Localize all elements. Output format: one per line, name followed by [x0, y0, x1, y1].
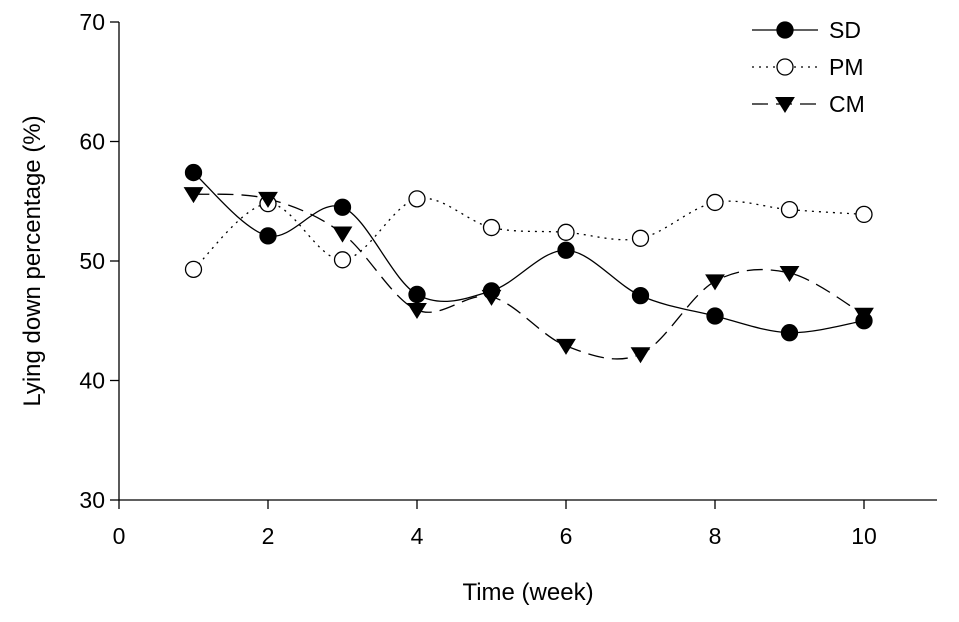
- legend-item-sd: SD: [752, 17, 861, 43]
- x-axis-label: Time (week): [462, 579, 593, 606]
- y-tick-label: 50: [79, 248, 105, 274]
- data-point-cm: [630, 347, 651, 364]
- data-point-cm: [779, 265, 800, 283]
- data-point-pm: [706, 193, 724, 212]
- legend-item-cm: CM: [752, 91, 865, 117]
- legend-label-sd: SD: [829, 17, 861, 43]
- series-line-pm: [193, 197, 865, 270]
- series-line-sd: [193, 172, 865, 334]
- data-point-sd: [631, 287, 650, 305]
- data-point-pm: [855, 205, 873, 224]
- data-point-cm: [556, 338, 576, 355]
- data-point-sd: [557, 241, 575, 259]
- data-point-sd: [259, 227, 277, 245]
- x-tick-label: 0: [113, 523, 126, 549]
- data-point-sd: [408, 285, 426, 304]
- series-line-cm: [193, 193, 865, 360]
- y-axis-label: Lying down percentage (%): [19, 115, 46, 406]
- axes: [118, 22, 937, 501]
- y-tick-label: 60: [79, 129, 105, 155]
- data-point-sd: [333, 198, 352, 216]
- data-point-pm: [631, 229, 650, 247]
- legend-marker-pm: [776, 58, 794, 76]
- legend-label-pm: PM: [829, 54, 864, 80]
- x-tick-label: 4: [411, 523, 424, 549]
- x-tick-label: 2: [262, 523, 275, 549]
- series-lines: [193, 172, 865, 360]
- y-tick-label: 30: [79, 487, 105, 513]
- x-tick-label: 10: [851, 523, 877, 549]
- series-markers: [183, 163, 874, 364]
- legend-item-pm: PM: [752, 54, 864, 80]
- legend-marker-sd: [776, 21, 794, 39]
- y-tick-label: 40: [79, 368, 105, 394]
- data-point-pm: [408, 190, 426, 208]
- data-point-cm: [705, 274, 725, 291]
- x-tick-label: 8: [709, 523, 722, 549]
- ticks: 30 40 50 60 70 0 2 4 6 8 10: [79, 9, 876, 549]
- data-point-cm: [407, 303, 427, 320]
- data-point-pm: [184, 260, 203, 279]
- data-point-cm: [183, 187, 204, 204]
- data-point-cm: [332, 226, 353, 243]
- data-point-pm: [482, 218, 501, 237]
- data-point-cm: [481, 289, 502, 306]
- data-point-sd: [706, 307, 724, 325]
- legend: SD PM CM: [752, 17, 865, 117]
- x-tick-label: 6: [560, 523, 573, 549]
- data-point-pm: [333, 251, 352, 269]
- data-point-sd: [184, 163, 203, 182]
- data-point-cm: [854, 307, 874, 324]
- legend-label-cm: CM: [829, 91, 865, 117]
- data-point-cm: [258, 191, 278, 208]
- legend-marker-cm: [775, 97, 795, 114]
- data-point-sd: [780, 324, 799, 342]
- data-point-pm: [780, 200, 799, 219]
- data-point-pm: [557, 223, 575, 241]
- y-tick-label: 70: [79, 9, 105, 35]
